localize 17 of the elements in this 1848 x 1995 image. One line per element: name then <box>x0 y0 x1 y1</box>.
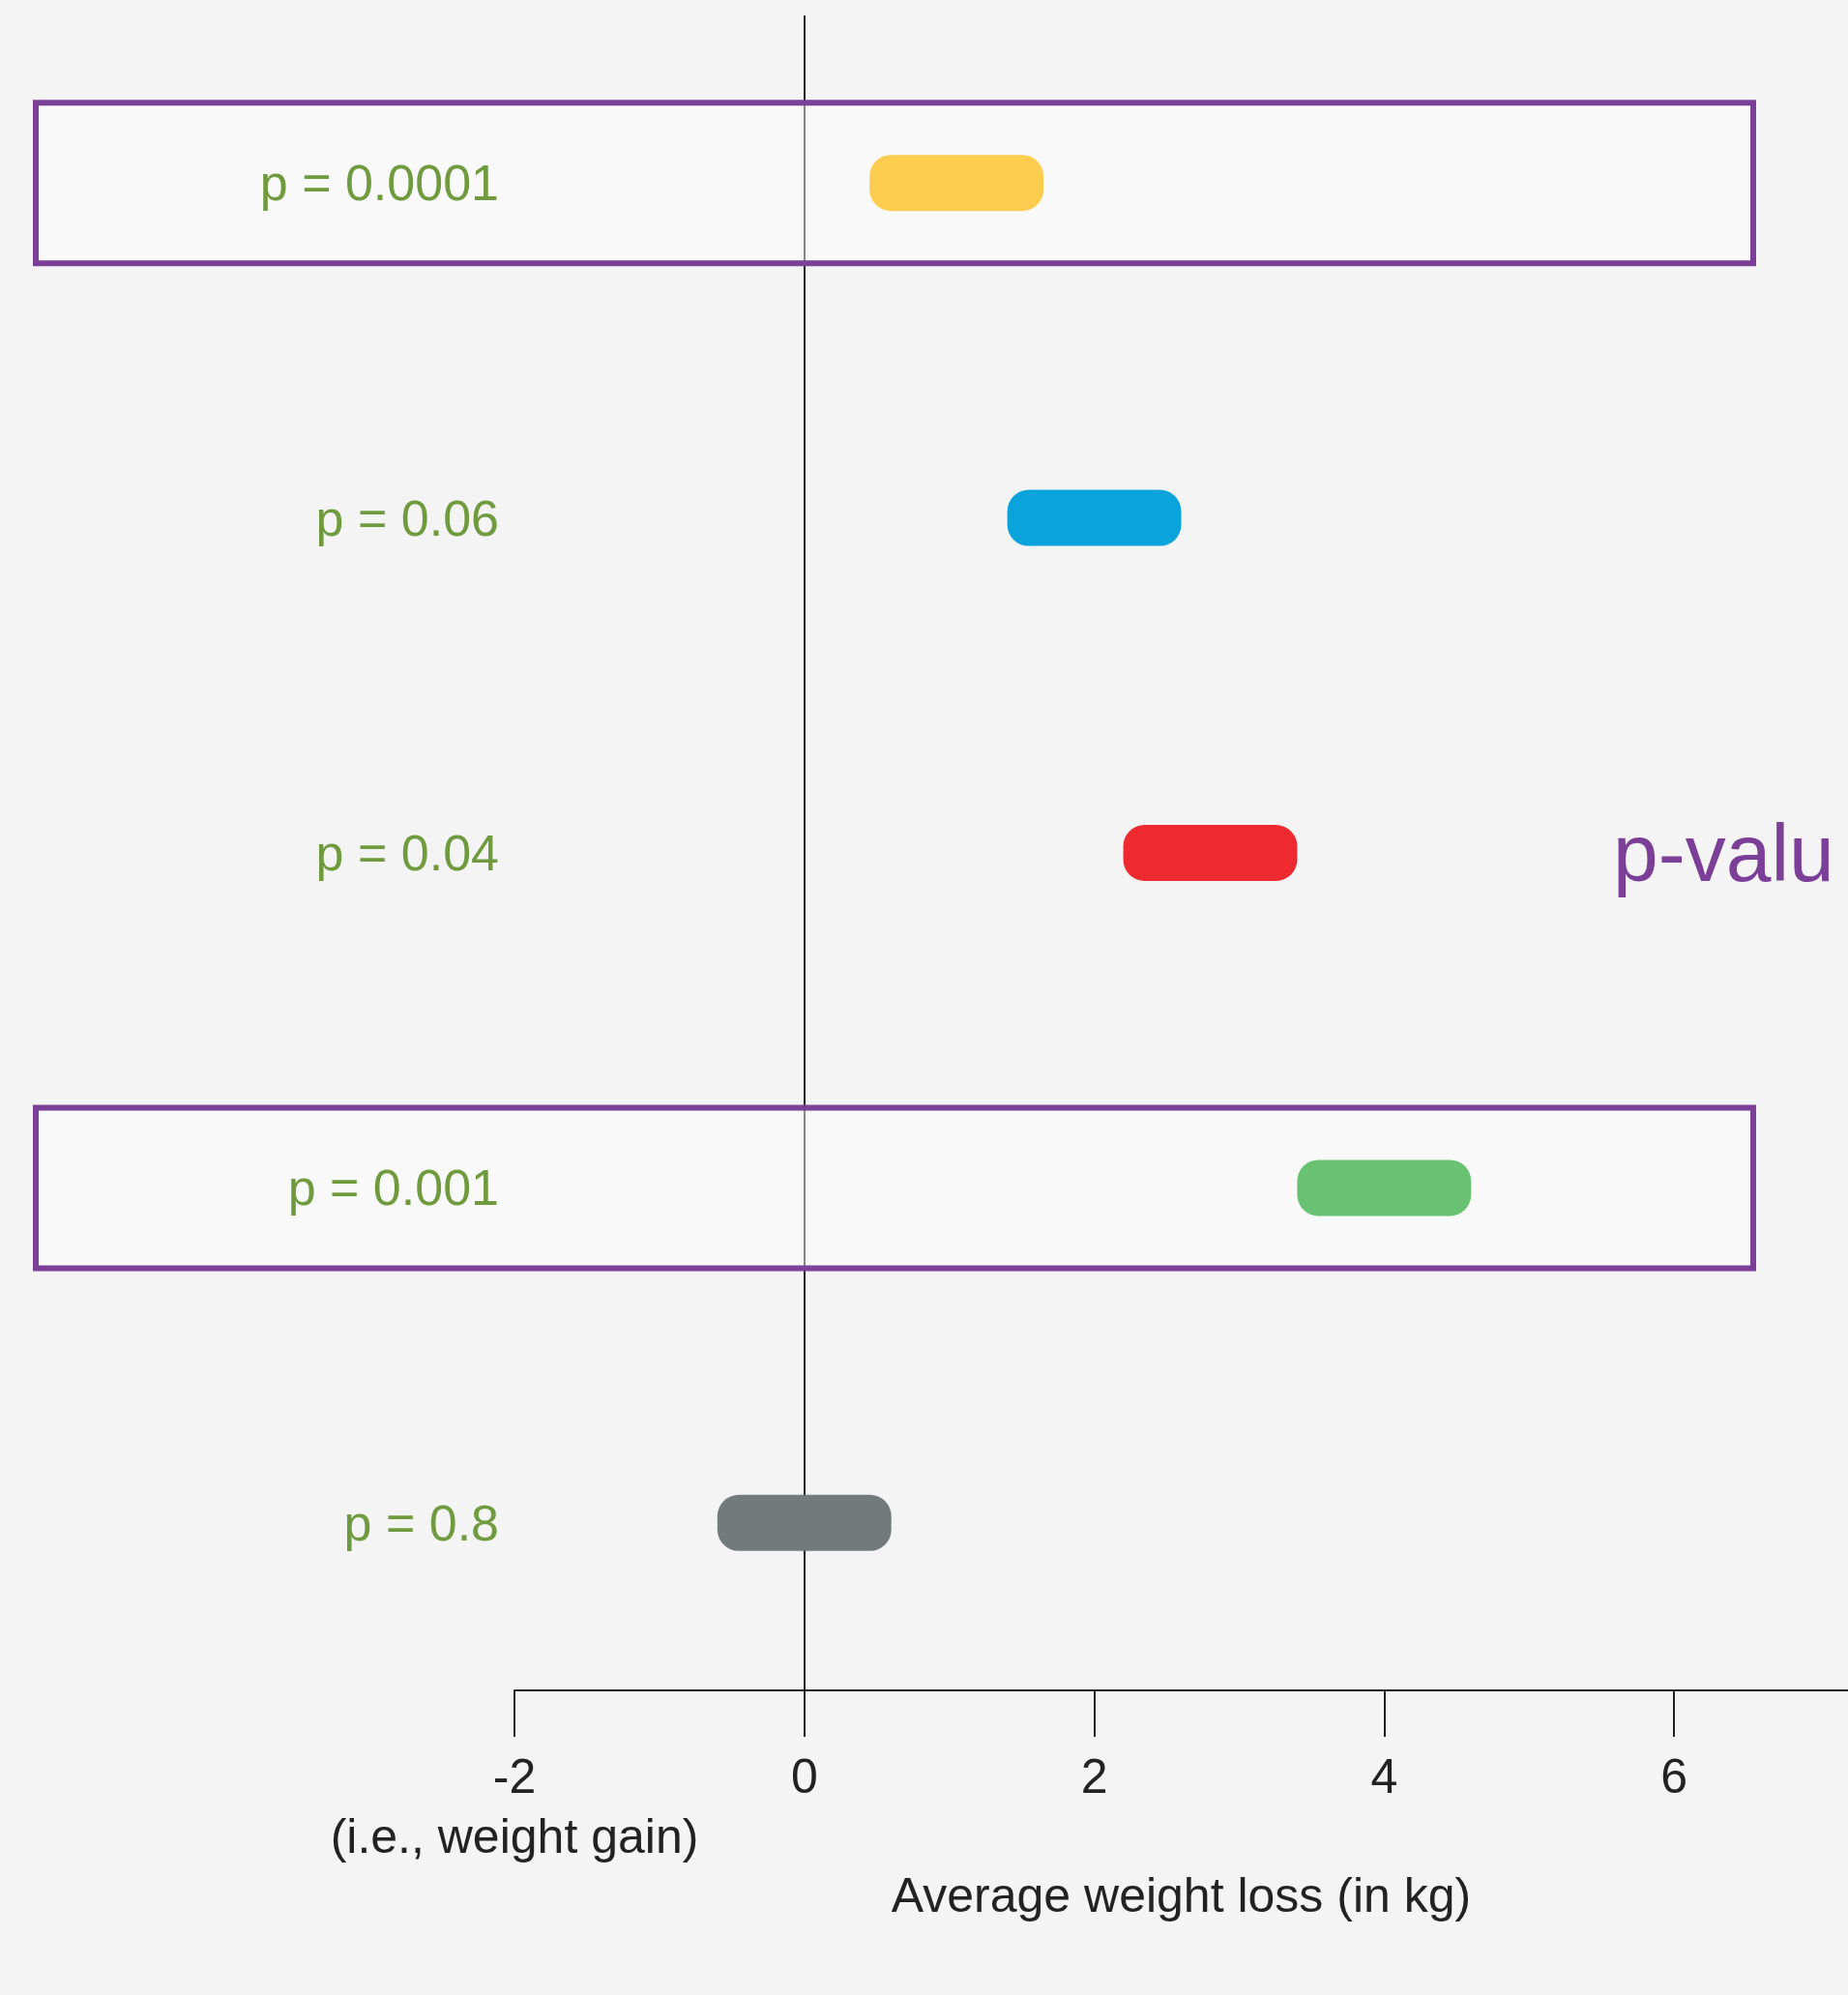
x-tick-label: 0 <box>790 1749 818 1804</box>
bar <box>1007 489 1182 546</box>
x-tick-label: 4 <box>1370 1749 1398 1804</box>
y-tick-label: p = 0.0001 <box>259 155 499 212</box>
bar <box>869 155 1044 212</box>
y-tick-label: p = 0.06 <box>315 489 499 546</box>
bar <box>1123 825 1298 881</box>
y-tick-label: p = 0.04 <box>315 825 499 881</box>
bar <box>1297 1159 1472 1217</box>
x-axis-title: Average weight loss (in kg) <box>891 1867 1472 1922</box>
bar <box>717 1494 892 1551</box>
x-tick-label: 2 <box>1080 1749 1108 1804</box>
annotation: p-valu <box>1613 807 1834 898</box>
y-tick-label: p = 0.8 <box>343 1494 499 1551</box>
x-tick-label: 6 <box>1660 1749 1688 1804</box>
y-tick-label: p = 0.001 <box>287 1159 499 1217</box>
x-tick-label: -2 (i.e., weight gain) <box>330 1749 699 1863</box>
